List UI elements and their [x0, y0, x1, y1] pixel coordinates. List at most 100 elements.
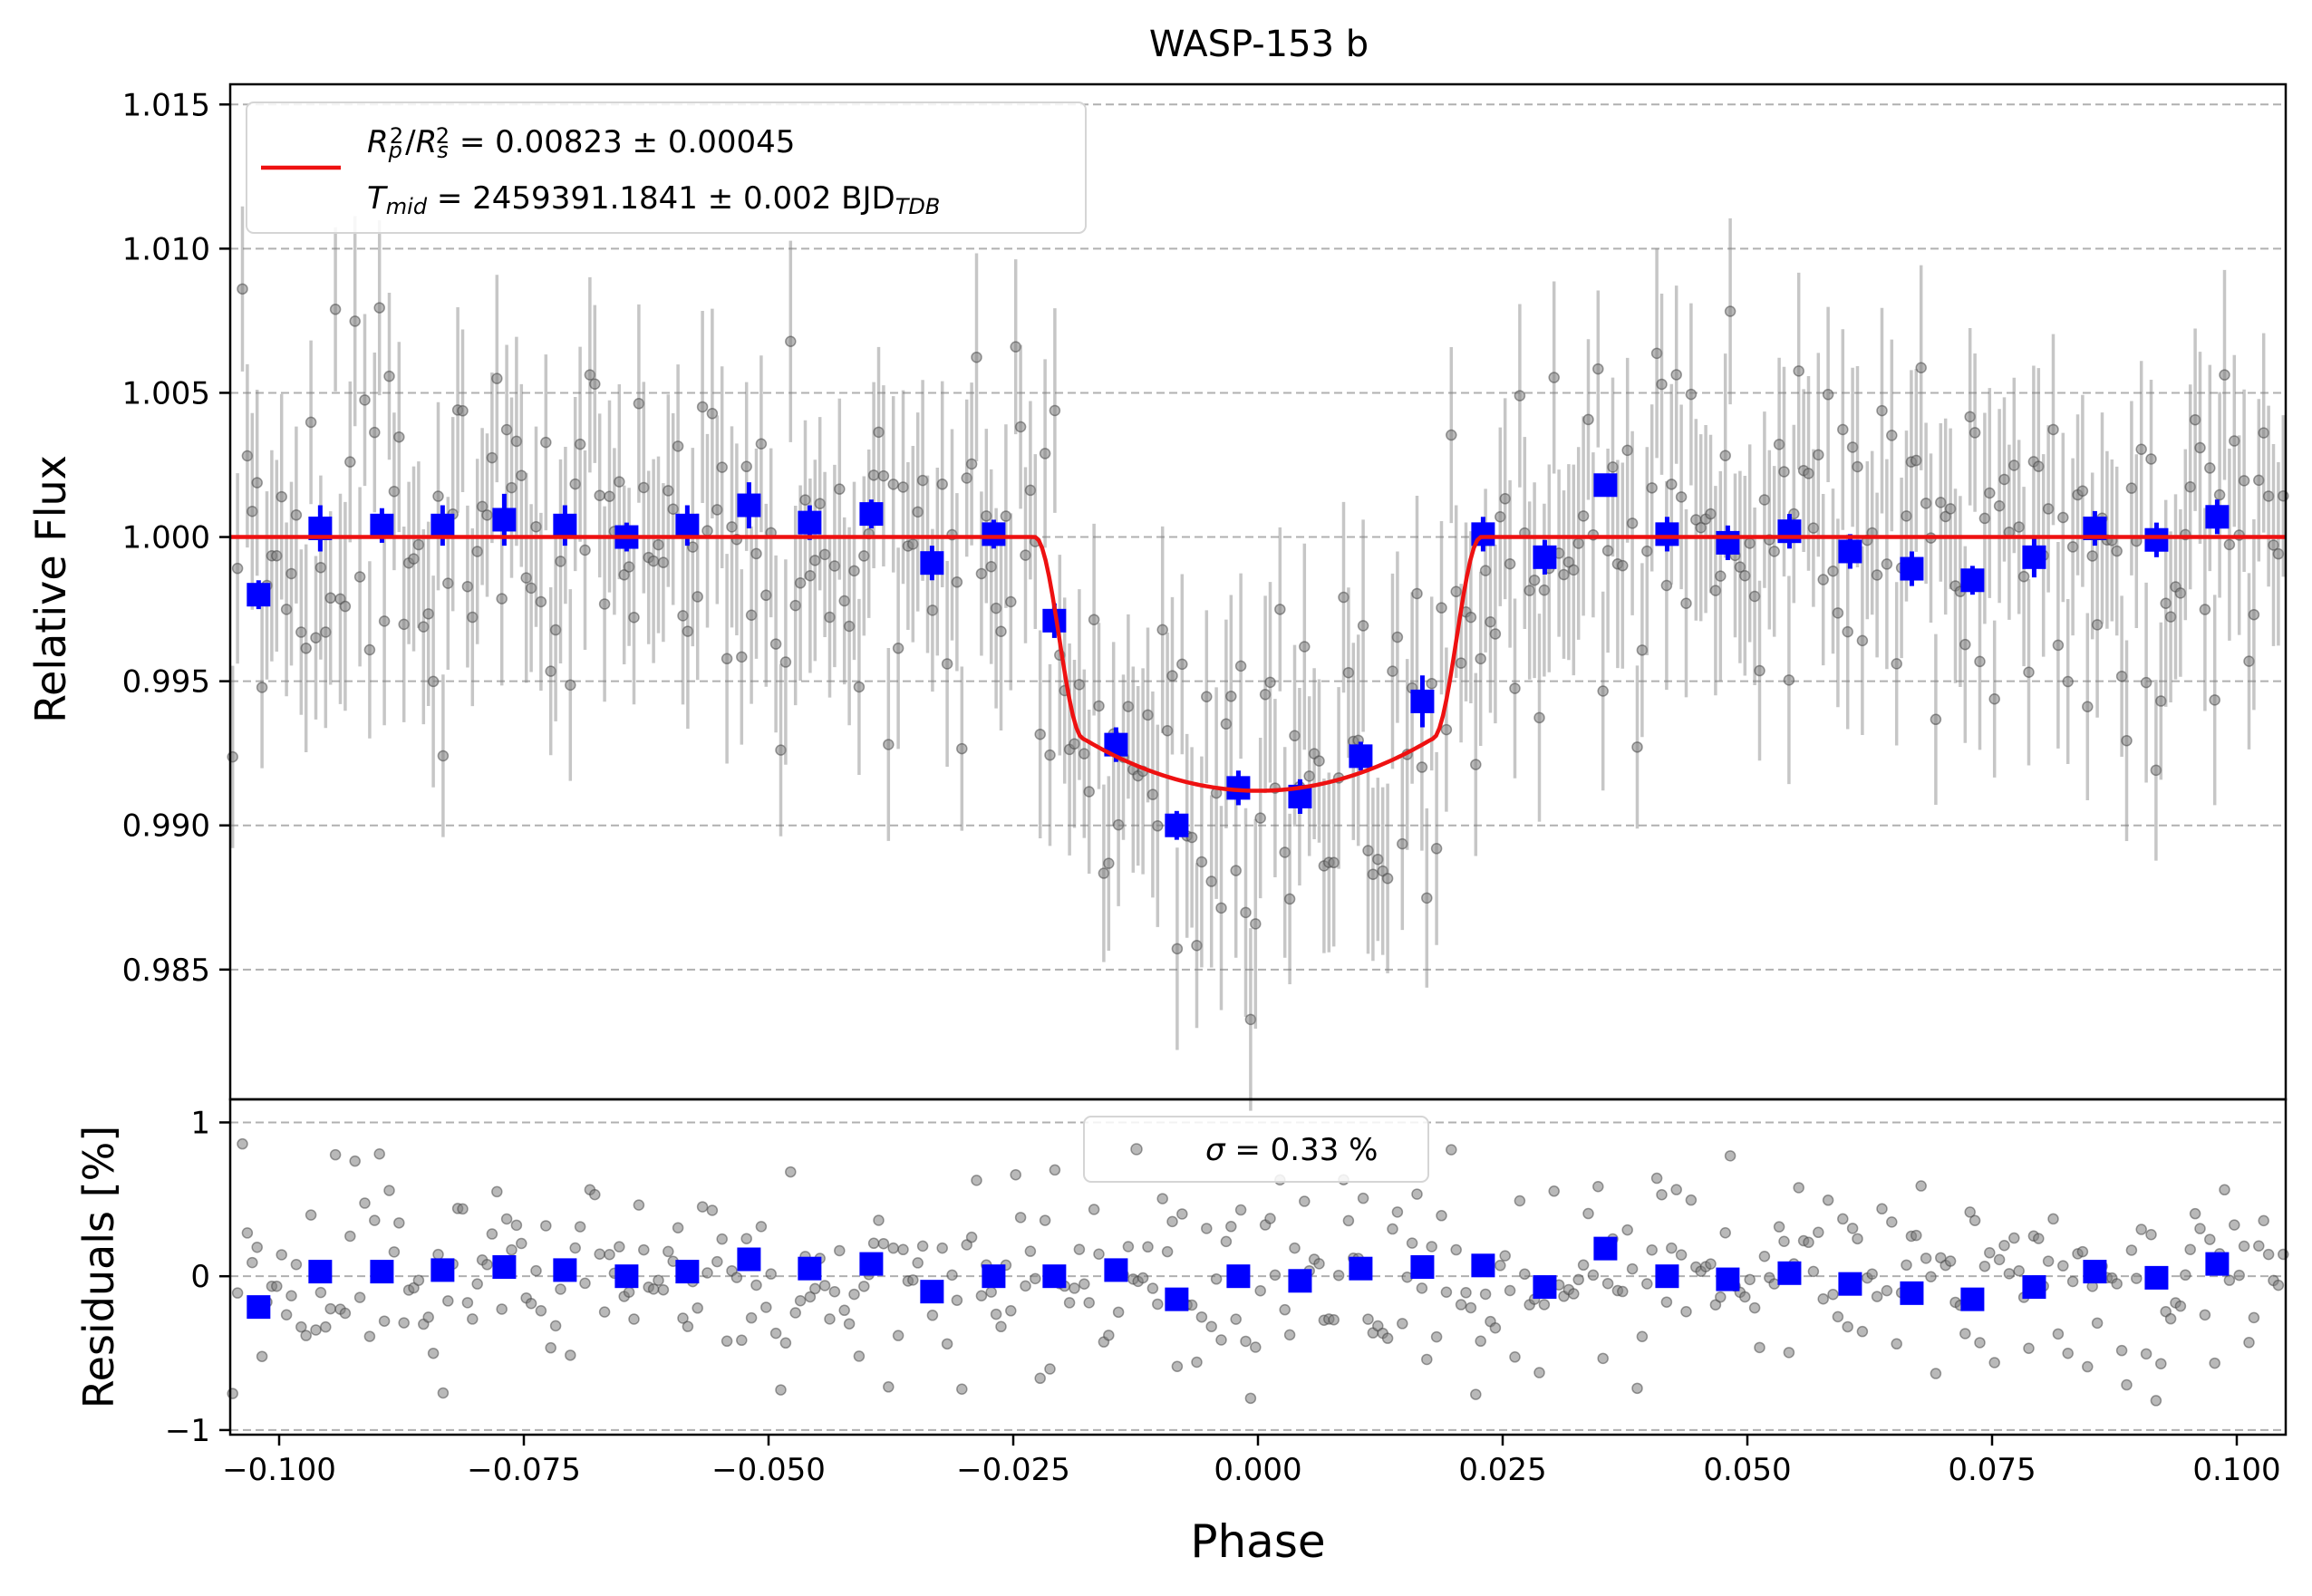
residual-raw-point: [290, 1258, 303, 1271]
residual-raw-point: [843, 1318, 856, 1330]
transit-panel: 0.985 0.990 0.995 1.000 1.005 1.010 1.015: [122, 82, 2289, 1111]
residual-raw-point: [2135, 1224, 2147, 1235]
residual-raw-point: [1807, 1265, 1820, 1278]
residual-raw-point: [740, 1233, 752, 1244]
transit-y-ticks: 0.985 0.990 0.995 1.000 1.005 1.010 1.015: [122, 87, 230, 989]
residual-raw-point: [692, 1302, 703, 1314]
raw-point: [956, 742, 968, 755]
residual-raw-point: [711, 1255, 723, 1268]
raw-point: [1758, 494, 1771, 506]
raw-point: [1876, 404, 1888, 417]
residual-binned-point: [1104, 1258, 1128, 1282]
raw-point: [2262, 490, 2275, 502]
raw-point: [408, 553, 420, 565]
residual-raw-point: [2150, 1395, 2162, 1407]
residual-raw-point: [2243, 1337, 2255, 1349]
raw-point: [2013, 521, 2025, 533]
raw-point: [1660, 579, 1673, 592]
residual-raw-point: [2219, 1184, 2230, 1196]
residual-raw-point: [339, 1307, 352, 1320]
binned-point: [1960, 568, 1985, 593]
raw-point: [290, 509, 303, 521]
residual-raw-point: [828, 1285, 841, 1298]
residual-raw-point: [912, 1257, 924, 1269]
residual-raw-point: [1813, 1226, 1824, 1239]
raw-point: [1724, 305, 1736, 317]
raw-point: [598, 598, 611, 610]
raw-point: [965, 458, 978, 470]
residual-raw-point: [1088, 1204, 1100, 1215]
residual-raw-point: [525, 1297, 537, 1310]
residual-raw-point: [2121, 1378, 2133, 1391]
transit-ytick-label: 1.015: [122, 87, 210, 123]
raw-point: [1827, 565, 1839, 577]
residual-raw-point: [985, 1286, 997, 1298]
raw-point: [614, 476, 625, 488]
raw-point: [2145, 453, 2157, 465]
raw-point: [1230, 865, 1242, 876]
residual-raw-point: [530, 1264, 542, 1277]
transit-ytick-label: 0.985: [122, 953, 210, 989]
legend-bottom-frame: [1083, 1116, 1429, 1183]
residual-raw-point: [1254, 1284, 1266, 1297]
residual-raw-point: [500, 1213, 513, 1225]
raw-point: [1274, 604, 1286, 615]
residual-raw-point: [1381, 1332, 1394, 1344]
residual-raw-point: [2180, 1269, 2191, 1282]
residual-raw-point: [677, 1312, 689, 1324]
raw-point: [1666, 479, 1678, 490]
residual-raw-point: [1754, 1341, 1765, 1354]
residual-raw-point: [1803, 1236, 1814, 1249]
residual-raw-point: [373, 1147, 385, 1160]
residual-raw-point: [1744, 1273, 1756, 1286]
residual-raw-point: [1283, 1329, 1296, 1341]
residual-raw-point: [1852, 1233, 1863, 1245]
legend-depth-sub-p: p: [388, 138, 402, 163]
raw-point: [981, 510, 992, 522]
raw-point: [1455, 657, 1467, 669]
raw-point: [1279, 846, 1291, 858]
residual-raw-point: [461, 1297, 474, 1309]
raw-point: [1856, 634, 1869, 647]
residual-raw-point: [2272, 1279, 2285, 1291]
residual-raw-point: [2052, 1328, 2065, 1340]
residual-raw-point: [1969, 1214, 1981, 1227]
residual-raw-point: [1152, 1298, 1164, 1311]
residual-raw-point: [848, 1288, 860, 1301]
residual-binned-point: [1777, 1261, 1802, 1285]
raw-point: [1014, 421, 1027, 433]
residual-raw-point: [779, 1337, 792, 1349]
residual-raw-point: [1030, 1272, 1041, 1285]
raw-point: [912, 506, 924, 518]
raw-point: [1626, 517, 1639, 529]
raw-point: [1495, 510, 1506, 523]
residual-raw-point: [310, 1324, 322, 1336]
residual-raw-point: [594, 1248, 605, 1260]
residual-raw-point: [1724, 1150, 1736, 1162]
raw-point: [1372, 853, 1384, 866]
raw-point: [2057, 511, 2069, 524]
residual-raw-point: [1930, 1368, 1942, 1379]
residual-raw-point: [369, 1214, 381, 1226]
residual-binned-point: [1226, 1264, 1251, 1289]
raw-point: [320, 626, 332, 638]
residual-raw-point: [1411, 1188, 1423, 1200]
raw-point: [1103, 857, 1115, 869]
raw-point: [1881, 558, 1893, 570]
binned-point: [675, 513, 700, 537]
binned-point: [1655, 522, 1679, 547]
residual-raw-point: [834, 1244, 846, 1257]
raw-point: [1719, 450, 1731, 461]
residual-raw-point: [1631, 1382, 1643, 1395]
raw-point: [721, 653, 733, 665]
raw-point: [877, 469, 890, 482]
residual-raw-point: [481, 1259, 493, 1271]
raw-point: [2164, 611, 2177, 623]
raw-point: [961, 472, 972, 484]
raw-point: [604, 490, 615, 502]
raw-point: [2229, 435, 2240, 447]
binned-point: [430, 513, 455, 537]
residual-raw-point: [1773, 1221, 1785, 1233]
raw-point: [858, 550, 870, 562]
residual-raw-point: [510, 1219, 523, 1232]
